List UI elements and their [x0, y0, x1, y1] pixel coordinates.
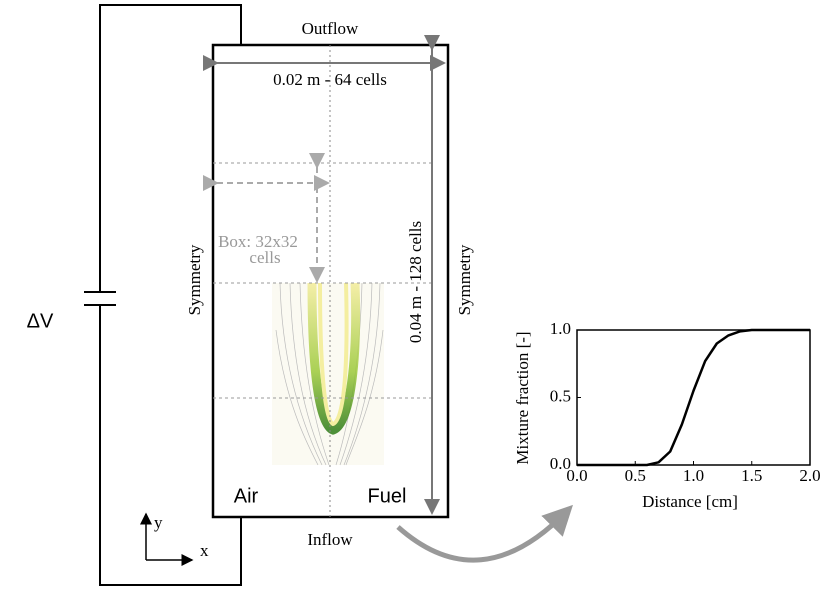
width-label: 0.02 m - 64 cells — [273, 70, 387, 89]
data-line — [577, 328, 810, 467]
symmetry-label: Symmetry — [185, 244, 204, 315]
flame-image — [272, 282, 384, 466]
axis-label: x — [200, 541, 209, 560]
air-label: Air — [234, 485, 259, 507]
x-tick-label: 1.0 — [683, 466, 704, 485]
x-tick-label: 2.0 — [799, 466, 820, 485]
axis-label: y — [154, 513, 163, 532]
x-axis-title: Distance [cm] — [642, 492, 738, 511]
voltage-label: ΔV — [27, 310, 54, 332]
symmetry-label: Symmetry — [455, 244, 474, 315]
plot-frame — [576, 329, 811, 466]
x-tick-label: 0.5 — [625, 466, 646, 485]
y-axis-title: Mixture fraction [-] — [513, 331, 532, 464]
inflow-label: Inflow — [307, 530, 353, 549]
x-tick-label: 1.5 — [741, 466, 762, 485]
box-label: Box: 32x32 — [218, 232, 298, 251]
fuel-label: Fuel — [368, 485, 407, 507]
y-tick-label: 0.0 — [550, 454, 571, 473]
circuit-wire — [99, 4, 242, 586]
box-label: cells — [249, 248, 280, 267]
outflow-label: Outflow — [302, 19, 359, 38]
x-tick-label: 0.0 — [566, 466, 587, 485]
height-label: 0.04 m - 128 cells — [406, 221, 425, 343]
inset-chart: Distance [cm] Mixture fraction [-] 0.0 0.… — [513, 319, 821, 511]
y-tick-label: 0.5 — [550, 386, 571, 405]
y-tick-label: 1.0 — [550, 319, 571, 338]
link-arrow — [396, 504, 573, 563]
